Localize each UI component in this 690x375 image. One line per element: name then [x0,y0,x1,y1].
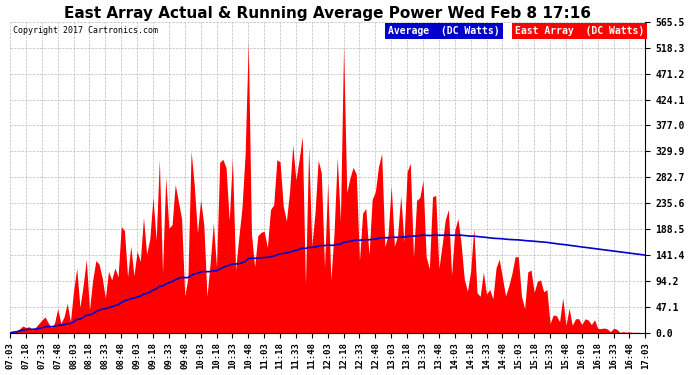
Text: Average  (DC Watts): Average (DC Watts) [388,26,500,36]
Title: East Array Actual & Running Average Power Wed Feb 8 17:16: East Array Actual & Running Average Powe… [64,6,591,21]
Text: Copyright 2017 Cartronics.com: Copyright 2017 Cartronics.com [13,26,158,35]
Text: East Array  (DC Watts): East Array (DC Watts) [515,26,644,36]
